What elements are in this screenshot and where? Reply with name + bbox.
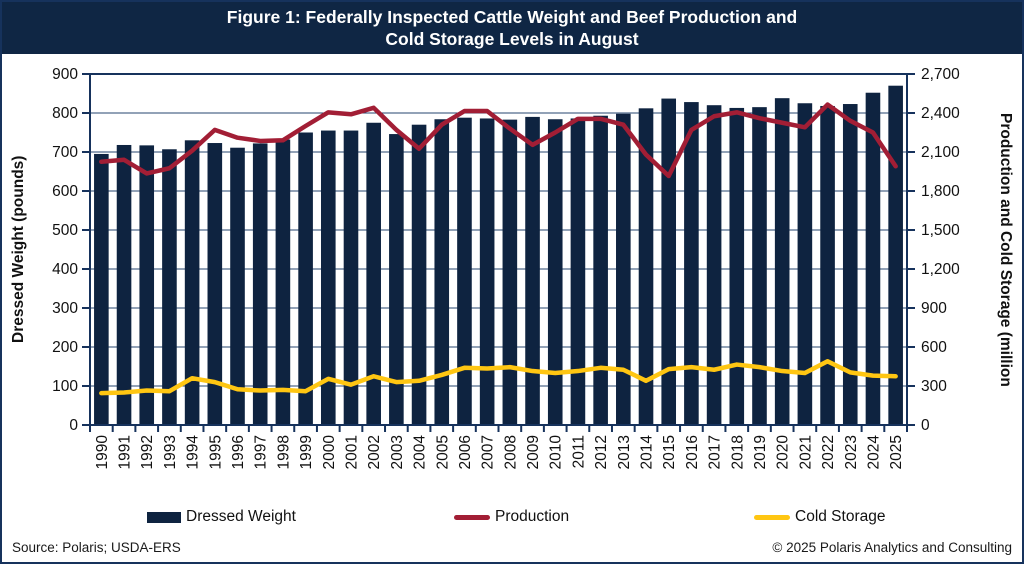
legend-item-dressed-weight: Dressed Weight: [147, 505, 296, 529]
svg-text:2004: 2004: [412, 435, 429, 470]
svg-text:100: 100: [52, 378, 78, 395]
svg-text:900: 900: [52, 66, 78, 83]
left-axis-title: Dressed Weight (pounds): [10, 155, 27, 344]
svg-text:2007: 2007: [480, 435, 497, 469]
svg-text:300: 300: [52, 300, 78, 317]
svg-text:1992: 1992: [139, 435, 156, 469]
svg-text:500: 500: [52, 222, 78, 239]
legend: Dressed Weight Production Cold Storage: [2, 505, 1022, 529]
production-swatch-icon: [454, 514, 490, 520]
svg-text:1,500: 1,500: [921, 222, 960, 239]
svg-text:2013: 2013: [616, 435, 633, 469]
svg-text:2018: 2018: [729, 435, 746, 469]
svg-text:600: 600: [921, 339, 947, 356]
svg-text:1991: 1991: [117, 435, 134, 469]
svg-text:0: 0: [921, 417, 930, 434]
figure-title-line1: Figure 1: Federally Inspected Cattle Wei…: [226, 7, 798, 27]
svg-text:1,800: 1,800: [921, 183, 960, 200]
svg-text:2011: 2011: [570, 435, 587, 468]
svg-text:2014: 2014: [639, 435, 656, 470]
right-axis-title: Production and Cold Storage (million: [997, 112, 1014, 387]
svg-text:1993: 1993: [162, 435, 179, 469]
footer-source: Source: Polaris; USDA-ERS: [12, 540, 181, 555]
svg-text:2020: 2020: [775, 435, 792, 470]
svg-text:2008: 2008: [502, 435, 519, 469]
svg-text:2012: 2012: [593, 435, 610, 469]
svg-text:600: 600: [52, 183, 78, 200]
legend-item-cold-storage: Cold Storage: [754, 505, 885, 529]
dressed-weight-swatch-icon: [147, 511, 181, 523]
axis-tick-labels: 0 100 200 300 400 500 600 700 800 900 0 300 600 900 1,…: [52, 66, 960, 469]
production-line: [99, 102, 898, 179]
svg-text:700: 700: [52, 144, 78, 161]
svg-text:1996: 1996: [230, 435, 247, 469]
title-bar: Figure 1: Federally Inspected Cattle Wei…: [2, 2, 1022, 54]
svg-text:2010: 2010: [548, 435, 565, 470]
svg-text:2017: 2017: [707, 435, 724, 469]
svg-text:2024: 2024: [866, 435, 883, 470]
legend-item-production: Production: [454, 505, 569, 529]
svg-text:2021: 2021: [797, 435, 814, 469]
svg-text:2019: 2019: [752, 435, 769, 469]
svg-text:2001: 2001: [344, 435, 361, 469]
svg-text:0: 0: [69, 417, 78, 434]
legend-label-cold-storage: Cold Storage: [795, 508, 886, 525]
axes: [82, 73, 915, 432]
svg-text:2006: 2006: [457, 435, 474, 469]
svg-text:1,200: 1,200: [921, 261, 960, 278]
svg-text:400: 400: [52, 261, 78, 278]
svg-text:900: 900: [921, 300, 947, 317]
svg-text:1998: 1998: [275, 435, 292, 469]
svg-text:2025: 2025: [888, 435, 905, 469]
svg-text:2,700: 2,700: [921, 66, 960, 83]
svg-text:1999: 1999: [298, 435, 315, 469]
figure-title-line2: Cold Storage Levels in August: [385, 29, 639, 49]
svg-text:1995: 1995: [207, 435, 224, 469]
cold-storage-line: [99, 359, 898, 396]
svg-text:2003: 2003: [389, 435, 406, 469]
svg-text:2009: 2009: [525, 435, 542, 469]
svg-text:1997: 1997: [253, 435, 270, 469]
svg-text:300: 300: [921, 378, 947, 395]
svg-text:2000: 2000: [321, 435, 338, 470]
legend-label-dressed-weight: Dressed Weight: [186, 508, 296, 525]
svg-text:2015: 2015: [661, 435, 678, 469]
svg-text:1994: 1994: [185, 435, 202, 470]
cold-storage-swatch-icon: [754, 514, 790, 520]
svg-text:2,400: 2,400: [921, 105, 960, 122]
footer-copyright: © 2025 Polaris Analytics and Consulting: [772, 540, 1012, 555]
dressed-weight-bars: [94, 85, 903, 426]
chart-svg: 0 100 200 300 400 500 600 700 800 900 0 300 600 900 1,…: [52, 66, 960, 469]
svg-text:800: 800: [52, 105, 78, 122]
svg-text:2002: 2002: [366, 435, 383, 469]
svg-text:200: 200: [52, 339, 78, 356]
svg-text:2023: 2023: [843, 435, 860, 469]
svg-text:2016: 2016: [684, 435, 701, 469]
svg-text:2005: 2005: [434, 435, 451, 469]
svg-text:1990: 1990: [94, 435, 111, 470]
svg-text:2,100: 2,100: [921, 144, 960, 161]
legend-label-production: Production: [495, 508, 570, 525]
svg-text:2022: 2022: [820, 435, 837, 469]
